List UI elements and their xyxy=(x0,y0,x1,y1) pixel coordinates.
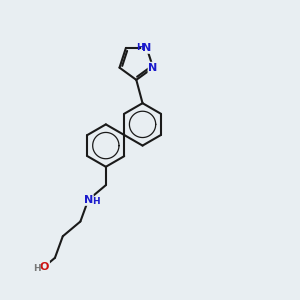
Text: H: H xyxy=(34,264,41,273)
Text: O: O xyxy=(40,262,49,272)
Text: N: N xyxy=(148,63,158,73)
Text: N: N xyxy=(142,43,151,53)
Text: H: H xyxy=(136,43,144,52)
Text: N: N xyxy=(84,195,93,205)
Text: H: H xyxy=(92,197,99,206)
